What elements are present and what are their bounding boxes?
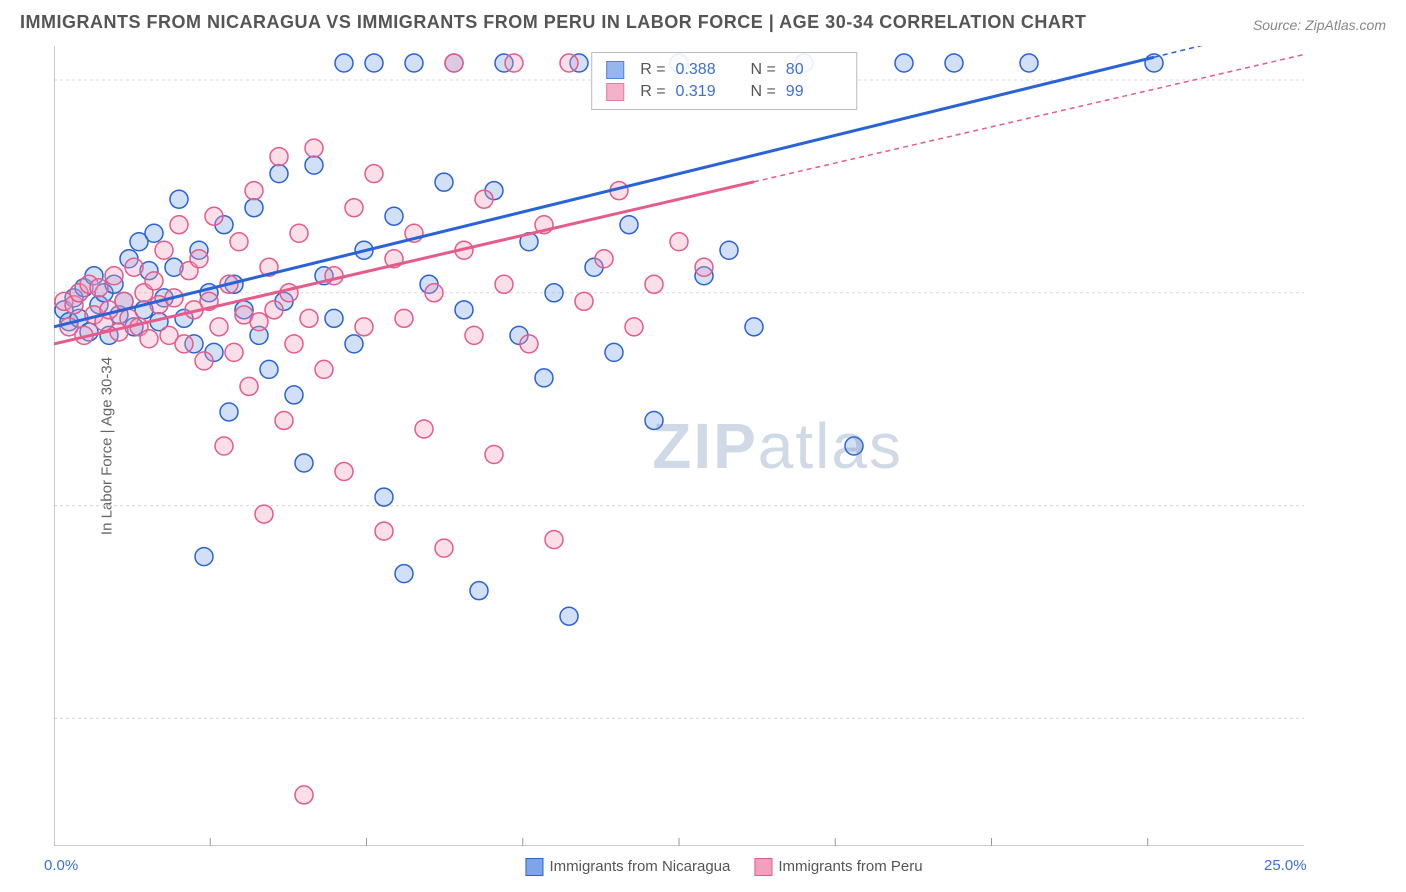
legend-item: Immigrants from Peru [754, 858, 922, 876]
stats-row: R = 0.319 N = 99 [606, 81, 842, 103]
chart-title: IMMIGRANTS FROM NICARAGUA VS IMMIGRANTS … [20, 12, 1086, 33]
stats-legend-box: R = 0.388 N = 80 R = 0.319 N = 99 [591, 52, 857, 110]
chart-container: In Labor Force | Age 30-34 62.5%75.0%87.… [54, 46, 1394, 846]
source-attribution: Source: ZipAtlas.com [1253, 17, 1386, 33]
scatter-plot [54, 46, 1304, 846]
stats-row: R = 0.388 N = 80 [606, 59, 842, 81]
x-tick-label: 0.0% [44, 857, 78, 874]
bottom-legend: Immigrants from Nicaragua Immigrants from… [525, 858, 922, 876]
x-tick-label: 25.0% [1264, 857, 1307, 874]
legend-item: Immigrants from Nicaragua [525, 858, 730, 876]
